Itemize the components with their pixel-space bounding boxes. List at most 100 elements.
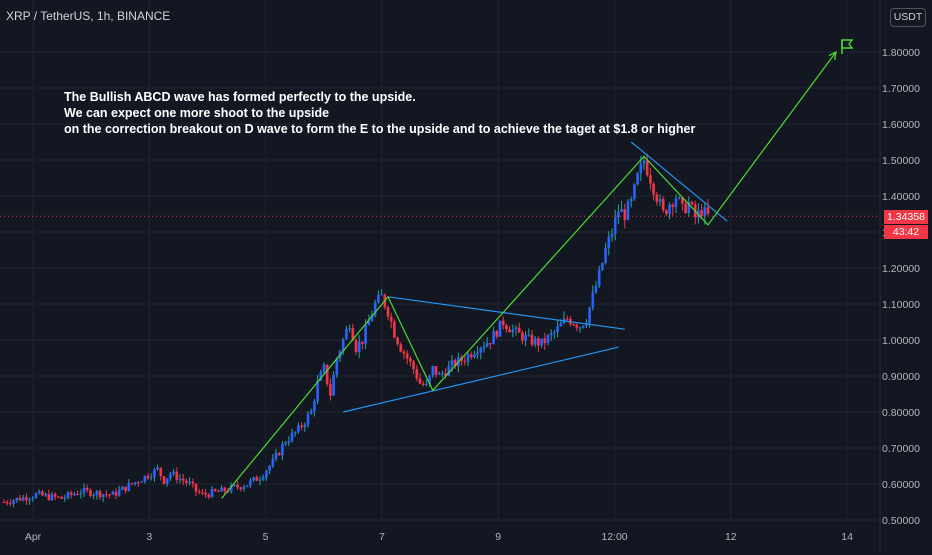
candle-body (601, 262, 604, 270)
candle-body (313, 401, 316, 411)
candle-body (415, 369, 419, 379)
candle-body (175, 471, 179, 480)
candle-body (469, 354, 473, 358)
candle-body (178, 478, 182, 480)
candle-body (681, 197, 684, 204)
candle-body (453, 360, 457, 367)
candle-body (325, 364, 329, 385)
candle-body (572, 324, 575, 326)
current-price-label: 1.34358 (884, 210, 928, 224)
candle-body (9, 503, 12, 505)
candle-body (268, 466, 271, 471)
candle-body (530, 334, 534, 345)
candle-body (684, 203, 687, 214)
candle-body (79, 493, 83, 495)
price-tick-label: 1.20000 (882, 263, 920, 275)
candle-body (521, 332, 524, 341)
candle-body (28, 499, 31, 501)
candle-body (623, 209, 627, 220)
candle-body (5, 502, 9, 504)
candle-body (412, 361, 415, 370)
price-tick-label: 1.50000 (882, 155, 920, 167)
price-tick-label: 0.80000 (882, 407, 920, 419)
candle-body (194, 483, 198, 492)
candle-body (501, 320, 505, 326)
candle-body (114, 491, 118, 496)
candle-body (197, 491, 201, 493)
candle-body (229, 485, 233, 492)
candle-body (540, 338, 543, 346)
candle-body (41, 491, 44, 496)
candle-body (137, 482, 140, 484)
candle-body (357, 341, 361, 352)
candle-body (287, 441, 291, 443)
candle-body (162, 476, 166, 484)
candle-body (153, 469, 156, 478)
candle-body (300, 425, 303, 428)
candle-body (63, 497, 67, 499)
symbol-title: XRP / TetherUS, 1h, BINANCE (6, 9, 171, 23)
target-arrow-head (828, 50, 837, 60)
candle-body (34, 493, 38, 498)
candle-body (495, 331, 499, 337)
candle-body (620, 209, 623, 212)
candle-body (700, 210, 703, 217)
candle-body (405, 353, 409, 359)
candle-body (594, 285, 598, 293)
time-tick-label: 3 (146, 531, 152, 543)
candle-body (418, 378, 422, 384)
candle-body (303, 424, 307, 428)
candle-body (92, 494, 95, 497)
candle-body (498, 320, 502, 337)
candle-body (249, 480, 252, 486)
candle-body (207, 494, 211, 498)
candle-body (642, 160, 646, 164)
candle-body (386, 307, 390, 317)
candle-body (585, 323, 588, 326)
candle-body (329, 384, 332, 396)
time-tick-label: 12:00 (601, 531, 627, 543)
candle-body (617, 211, 620, 218)
candle-body (604, 248, 607, 263)
candle-body (309, 410, 313, 415)
candle-body (258, 479, 262, 481)
candle-body (201, 492, 204, 494)
candle-body (146, 475, 150, 479)
candle-body (597, 269, 601, 286)
trend-line (387, 296, 625, 330)
candle-body (210, 489, 214, 498)
candle-body (428, 375, 431, 384)
candle-body (425, 383, 428, 386)
candle-body (18, 497, 22, 501)
candle-body (553, 332, 556, 334)
candle-body (25, 497, 28, 501)
candle-body (185, 480, 188, 483)
candle-body (76, 493, 79, 495)
candle-body (629, 198, 633, 202)
time-tick-label: 9 (495, 531, 501, 543)
candle-body (466, 354, 470, 362)
candle-body (290, 432, 294, 442)
candle-body (441, 373, 444, 375)
candle-body (517, 327, 521, 333)
candle-body (533, 338, 537, 345)
price-tick-label: 0.90000 (882, 371, 920, 383)
time-axis: Apr 3 5 7 9 12:00 12 14 (25, 531, 853, 543)
candle-body (437, 373, 441, 375)
candle-body (319, 372, 323, 381)
currency-button[interactable]: USDT (890, 8, 926, 27)
candle-body (188, 481, 191, 483)
candle-body (101, 494, 105, 498)
candle-body (169, 473, 172, 479)
candle-body (479, 348, 483, 353)
candle-body (588, 307, 591, 324)
candle-body (690, 202, 694, 205)
candle-body (671, 204, 675, 207)
candle-body (489, 342, 492, 345)
time-tick-label: 12 (725, 531, 737, 543)
candle-body (447, 365, 451, 376)
candle-body (626, 201, 630, 220)
candle-body (473, 354, 476, 358)
